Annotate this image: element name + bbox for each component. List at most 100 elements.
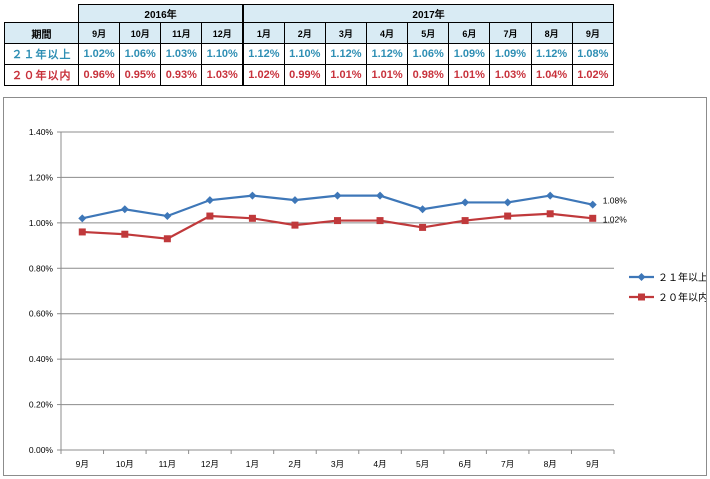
y-tick-label: 1.40% — [29, 127, 54, 137]
y-tick-label: 1.20% — [29, 172, 54, 182]
month-header: 11月 — [160, 22, 203, 44]
x-tick-label: 9月 — [586, 459, 599, 469]
year-header-2016: 2016年 — [78, 4, 244, 23]
data-point — [546, 191, 555, 200]
rate-cell: 0.99% — [283, 64, 326, 86]
x-tick-label: 10月 — [116, 459, 134, 469]
rate-cell: 1.04% — [530, 64, 573, 86]
month-header: 8月 — [530, 22, 573, 44]
month-header: 3月 — [324, 22, 367, 44]
rate-cell: 1.03% — [160, 43, 203, 65]
month-header: 9月 — [77, 22, 121, 44]
rate-cell: 1.03% — [201, 64, 244, 86]
month-header: 1月 — [242, 22, 285, 44]
rate-cell: 1.06% — [407, 43, 450, 65]
data-point — [418, 205, 427, 214]
series-20-years-within: 1.02% — [78, 210, 628, 243]
y-tick-label: 1.00% — [29, 218, 54, 228]
data-point — [291, 221, 299, 229]
data-point — [333, 191, 342, 200]
legend-item: ２０年以内 — [629, 291, 708, 304]
data-point — [248, 191, 257, 200]
rate-cell: 1.09% — [448, 43, 491, 65]
rate-cell: 1.02% — [571, 64, 615, 86]
data-point — [504, 212, 512, 220]
legend-label: ２１年以上 — [658, 271, 706, 284]
chart-area: 0.00% 0.20% 0.40% 0.60% 0.80% 1.00% 1.20% 1.40%… — [3, 97, 708, 476]
rate-cell: 1.01% — [324, 64, 367, 86]
rate-cell: 1.12% — [365, 43, 409, 65]
year-header-2017: 2017年 — [242, 4, 615, 23]
rate-cell: 1.12% — [530, 43, 573, 65]
rate-cell: 1.01% — [365, 64, 409, 86]
table-corner — [4, 4, 79, 23]
legend-label: ２０年以内 — [658, 291, 706, 304]
y-tick-label: 0.60% — [29, 309, 54, 319]
rate-cell: 0.96% — [77, 64, 121, 86]
month-header: 12月 — [201, 22, 244, 44]
month-header: 9月 — [571, 22, 615, 44]
row-label-20-years-within: ２０年以内 — [4, 64, 79, 86]
y-tick-label: 0.80% — [29, 263, 54, 273]
data-point — [163, 212, 172, 221]
line-chart: 0.00% 0.20% 0.40% 0.60% 0.80% 1.00% 1.20% 1.40%… — [29, 127, 708, 469]
data-point — [638, 293, 645, 301]
rate-cell: 1.02% — [77, 43, 121, 65]
x-tick-label: 9月 — [76, 459, 89, 469]
y-tick-label: 0.00% — [29, 445, 54, 455]
data-point — [290, 196, 299, 205]
series-21-years-plus: 1.08% — [78, 191, 628, 223]
rate-table: 2016年 2017年 期間 9月 10月 11月 12月 1月 2月 3月 4月 5月 6月 7月 8月 9… — [4, 4, 615, 86]
data-point — [589, 214, 597, 222]
x-tick-label: 5月 — [416, 459, 429, 469]
x-tick-label: 3月 — [331, 459, 344, 469]
rate-cell: 1.09% — [489, 43, 532, 65]
y-tick-label: 0.40% — [29, 354, 54, 364]
data-point — [121, 230, 129, 238]
rate-cell: 1.03% — [489, 64, 532, 86]
data-point — [248, 214, 256, 222]
row-label-21-years-plus: ２１年以上 — [4, 43, 79, 65]
month-header: 5月 — [407, 22, 450, 44]
data-point — [461, 217, 469, 225]
data-label: 1.08% — [603, 196, 628, 206]
data-point — [419, 223, 427, 231]
data-point — [637, 273, 646, 281]
x-tick-label: 8月 — [544, 459, 557, 469]
data-point — [376, 217, 384, 225]
x-tick-label: 1月 — [246, 459, 259, 469]
x-tick-label: 7月 — [501, 459, 514, 469]
rate-cell: 0.95% — [119, 64, 162, 86]
month-header: 2月 — [283, 22, 326, 44]
rate-cell: 1.12% — [242, 43, 285, 65]
data-point — [546, 210, 554, 218]
rate-cell: 0.98% — [407, 64, 450, 86]
x-tick-label: 6月 — [458, 459, 471, 469]
data-label: 1.02% — [603, 214, 628, 224]
data-point — [334, 217, 341, 225]
rate-cell: 1.06% — [119, 43, 162, 65]
month-header: 10月 — [119, 22, 162, 44]
rate-cell: 1.10% — [201, 43, 244, 65]
data-point — [120, 205, 129, 214]
data-point — [78, 228, 86, 236]
data-point — [588, 200, 597, 209]
x-tick-label: 4月 — [373, 459, 386, 469]
rate-cell: 1.10% — [283, 43, 326, 65]
data-point — [163, 235, 171, 243]
data-point — [206, 212, 214, 220]
y-tick-label: 0.20% — [29, 400, 54, 410]
rate-cell: 1.02% — [242, 64, 285, 86]
rate-cell: 1.08% — [571, 43, 615, 65]
x-tick-label: 11月 — [159, 459, 176, 469]
x-tick-label: 2月 — [288, 459, 301, 469]
data-point — [376, 191, 385, 200]
month-header: 7月 — [489, 22, 532, 44]
data-point — [503, 198, 512, 207]
data-point — [205, 196, 214, 205]
legend-item: ２１年以上 — [629, 271, 708, 284]
data-point — [461, 198, 470, 207]
rate-cell: 0.93% — [160, 64, 203, 86]
period-label: 期間 — [4, 22, 79, 44]
month-header: 6月 — [448, 22, 491, 44]
